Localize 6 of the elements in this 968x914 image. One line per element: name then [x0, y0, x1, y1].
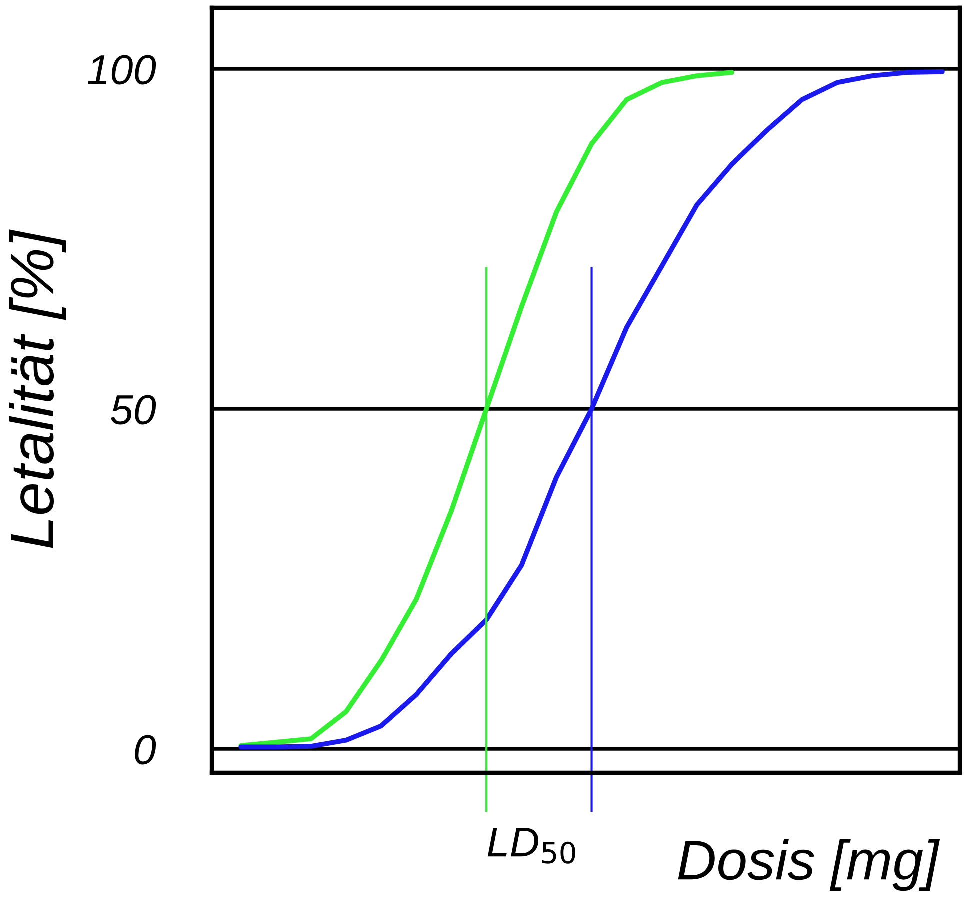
- text: LD$_{50}$: [488, 828, 576, 864]
- x-axis-title: Dosis [mg]: [678, 839, 940, 892]
- y-tick-label: 50: [111, 395, 156, 425]
- y-tick-label: 0: [135, 735, 156, 765]
- y-tick-label: 100: [88, 55, 156, 85]
- y-axis-title: Letalität [%]: [9, 230, 66, 548]
